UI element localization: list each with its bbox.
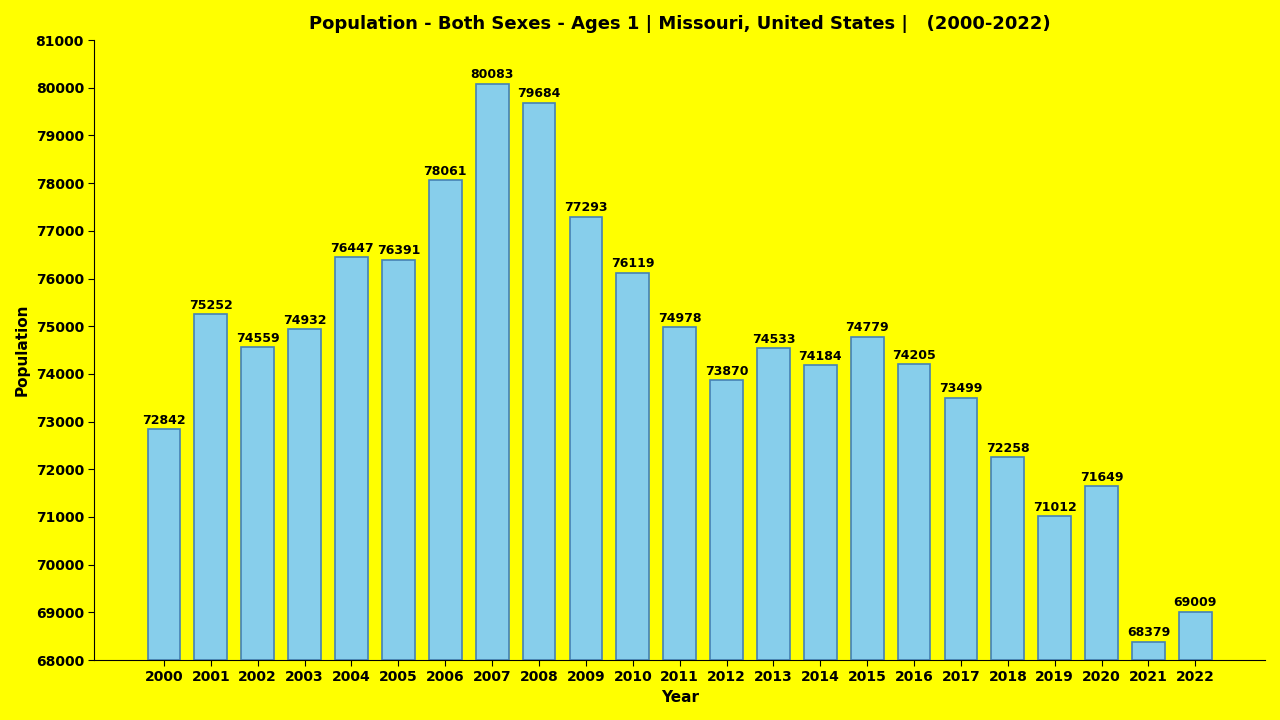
Text: 72842: 72842 xyxy=(142,414,186,427)
X-axis label: Year: Year xyxy=(660,690,699,705)
Title: Population - Both Sexes - Ages 1 | Missouri, United States |   (2000-2022): Population - Both Sexes - Ages 1 | Misso… xyxy=(308,15,1051,33)
Text: 74205: 74205 xyxy=(892,348,936,361)
Bar xyxy=(617,273,649,660)
Text: 69009: 69009 xyxy=(1174,596,1217,609)
Text: 74184: 74184 xyxy=(799,350,842,363)
Bar xyxy=(710,380,742,660)
Y-axis label: Population: Population xyxy=(15,304,29,396)
Bar xyxy=(663,328,696,660)
Bar xyxy=(851,337,883,660)
Bar xyxy=(1085,486,1117,660)
Bar xyxy=(1132,642,1165,660)
Bar xyxy=(429,180,462,660)
Bar xyxy=(945,398,978,660)
Bar xyxy=(570,217,603,660)
Bar xyxy=(1038,516,1071,660)
Text: 73870: 73870 xyxy=(705,364,749,377)
Bar xyxy=(242,347,274,660)
Text: 74978: 74978 xyxy=(658,312,701,325)
Bar xyxy=(195,314,228,660)
Bar xyxy=(288,330,321,660)
Text: 77293: 77293 xyxy=(564,202,608,215)
Bar xyxy=(992,457,1024,660)
Bar xyxy=(756,348,790,660)
Text: 74559: 74559 xyxy=(236,332,279,345)
Text: 71012: 71012 xyxy=(1033,501,1076,514)
Bar xyxy=(897,364,931,660)
Text: 68379: 68379 xyxy=(1126,626,1170,639)
Text: 73499: 73499 xyxy=(940,382,983,395)
Text: 75252: 75252 xyxy=(189,299,233,312)
Bar xyxy=(381,260,415,660)
Bar xyxy=(335,257,367,660)
Text: 72258: 72258 xyxy=(986,441,1029,454)
Text: 76119: 76119 xyxy=(611,257,654,271)
Text: 78061: 78061 xyxy=(424,165,467,178)
Text: 76391: 76391 xyxy=(376,244,420,258)
Text: 74533: 74533 xyxy=(751,333,795,346)
Bar xyxy=(804,365,837,660)
Text: 71649: 71649 xyxy=(1080,471,1124,484)
Text: 79684: 79684 xyxy=(517,87,561,100)
Bar xyxy=(1179,612,1212,660)
Text: 74779: 74779 xyxy=(845,321,890,334)
Text: 80083: 80083 xyxy=(471,68,513,81)
Text: 74932: 74932 xyxy=(283,314,326,327)
Bar xyxy=(522,103,556,660)
Bar xyxy=(147,429,180,660)
Bar xyxy=(476,84,508,660)
Text: 76447: 76447 xyxy=(330,242,374,255)
